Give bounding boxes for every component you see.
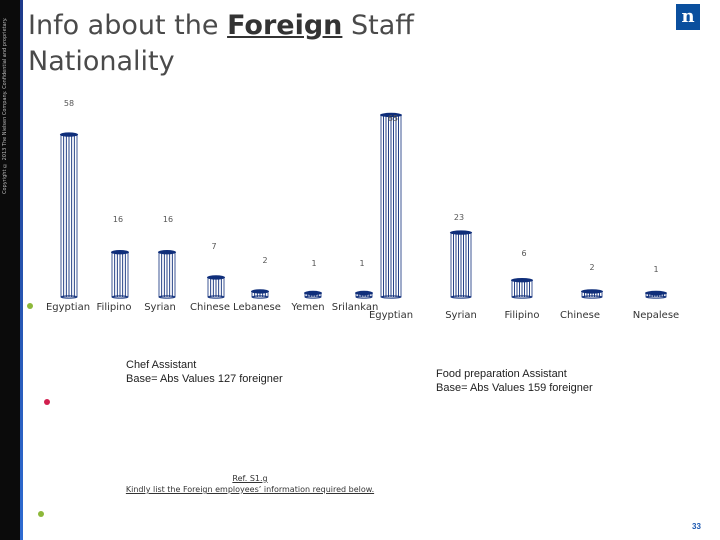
chart2-bar-egyptian	[380, 112, 402, 299]
chart1-bar-chinese	[207, 275, 225, 299]
title-bold-word: Foreign	[227, 10, 343, 41]
decor-dot-green-bottom	[38, 511, 44, 517]
chart1-category-label: Lebanese	[233, 302, 281, 313]
page-number: 33	[692, 522, 701, 531]
chart1-value-label: 1	[311, 259, 316, 268]
chart2-value-label: 2	[589, 263, 594, 272]
chart2-category-label: Filipino	[505, 310, 540, 321]
accent-stripe	[20, 0, 23, 540]
ref-line2: Kindly list the Foreign employees’ infor…	[125, 485, 375, 494]
chart2-note: Food preparation Assistant Base= Abs Val…	[436, 367, 593, 395]
chart2-category-label: Chinese	[560, 310, 600, 321]
chart2-category-label: Nepalese	[633, 310, 679, 321]
chart1-category-label: Syrian	[144, 302, 176, 313]
title-line2: Nationality	[28, 46, 175, 77]
chart2-category-label: Egyptian	[369, 310, 413, 321]
page-title: Info about the Foreign Staff Nationality	[28, 8, 414, 80]
reference-note: Ref. S1.g Kindly list the Foreign employ…	[100, 473, 400, 495]
chart2-note-line2: Base= Abs Values 159 foreigner	[436, 382, 593, 394]
left-sidebar-bar: Copyright © 2013 The Nielsen Company. Co…	[0, 0, 20, 540]
title-line1-pre: Info about the	[28, 10, 228, 41]
chart1-value-label: 16	[163, 215, 173, 224]
title-line1-post: Staff	[342, 10, 414, 41]
chart1-bar-filipino	[111, 250, 129, 299]
chart1-bar-lebanese	[251, 289, 269, 299]
chart1-value-label: 1	[359, 259, 364, 268]
brand-logo: n	[676, 4, 700, 30]
chart1-value-label: 58	[64, 99, 74, 108]
chart2-value-label: 1	[653, 265, 658, 274]
chart1-note-line2: Base= Abs Values 127 foreigner	[126, 373, 283, 385]
chart1-note-line1: Chef Assistant	[126, 359, 197, 371]
decor-dot-red	[44, 399, 50, 405]
chart1-note: Chef Assistant Base= Abs Values 127 fore…	[126, 358, 283, 386]
chart2-bar-syrian	[450, 230, 472, 299]
chart1-bar-syrian	[158, 250, 176, 299]
chart1-category-label: Yemen	[290, 302, 324, 313]
chart2-value-label: 6	[521, 249, 526, 258]
chart1-category-label: Filipino	[97, 302, 132, 313]
chart2-value-label: 65	[388, 114, 398, 123]
decor-dot-green	[27, 303, 33, 309]
chart2-note-line1: Food preparation Assistant	[436, 368, 567, 380]
chart2-value-label: 23	[454, 213, 464, 222]
chart1-bar-srilankan	[355, 290, 373, 299]
chart1-value-label: 2	[262, 256, 267, 265]
chart2-bar-chinese	[581, 289, 603, 299]
ref-line1: Ref. S1.g	[232, 474, 268, 483]
chart2-category-label: Syrian	[445, 310, 477, 321]
chart1-bar-egyptian	[60, 132, 78, 299]
chart2-bar-filipino	[511, 278, 533, 299]
chart2-bar-nepalese	[645, 290, 667, 299]
chart1-category-label: Chinese	[190, 302, 230, 313]
chart1-value-label: 16	[113, 215, 123, 224]
chart1-category-label: Egyptian	[46, 302, 90, 313]
chart1-bar-yemen	[304, 290, 322, 299]
chart1-value-label: 7	[211, 242, 216, 251]
chart1-category-label: Srilankan	[332, 302, 379, 313]
